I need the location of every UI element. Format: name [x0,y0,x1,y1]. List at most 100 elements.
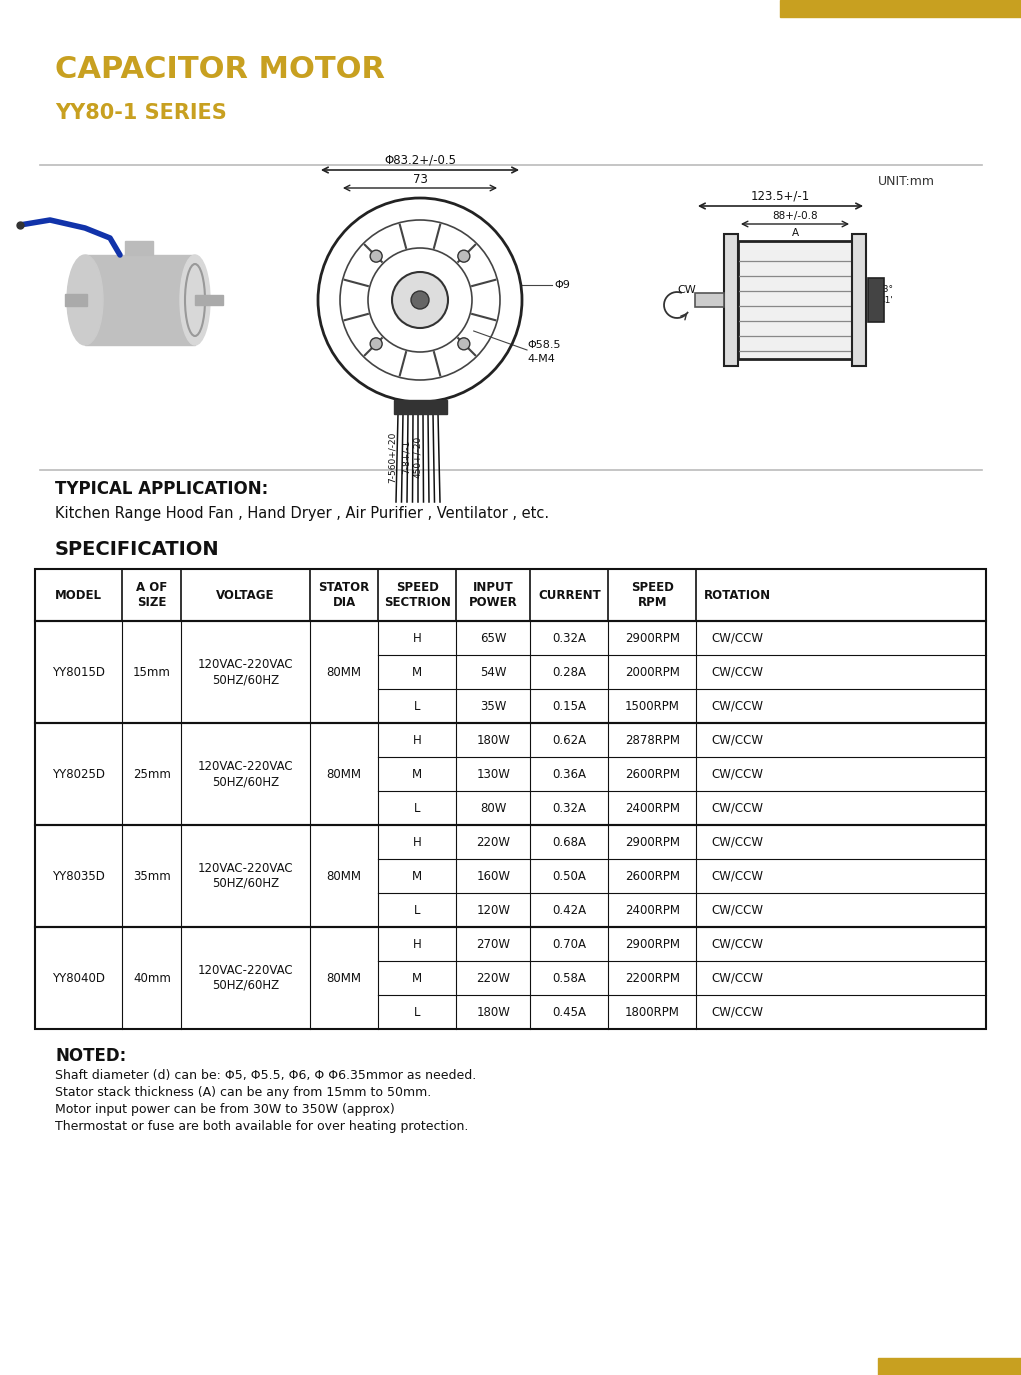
Text: 2200RPM: 2200RPM [625,972,680,984]
Circle shape [457,338,470,349]
Text: CW/CCW: CW/CCW [712,938,764,950]
Bar [125,241,153,254]
Text: Stator stack thickness (A) can be any from 15mm to 50mm.: Stator stack thickness (A) can be any fr… [55,1086,431,1099]
Text: Shaft diameter (d) can be: Φ5, Φ5.5, Φ6, Φ Φ6.35mmor as needed.: Shaft diameter (d) can be: Φ5, Φ5.5, Φ6,… [55,1068,476,1082]
Ellipse shape [180,254,210,345]
Text: 40mm: 40mm [133,972,171,984]
Text: 0.32A: 0.32A [552,802,586,814]
Text: 35W: 35W [480,700,506,712]
Text: Thermostat or fuse are both available for over heating protection.: Thermostat or fuse are both available fo… [55,1121,469,1133]
Bar [35,723,986,825]
Text: H: H [412,836,422,848]
Text: 120VAC-220VAC
50HZ/60HZ: 120VAC-220VAC 50HZ/60HZ [198,659,293,686]
Text: 2878RPM: 2878RPM [625,733,680,747]
Text: 1800RPM: 1800RPM [625,1005,680,1019]
Text: CW/CCW: CW/CCW [712,1005,764,1019]
Text: 2000RPM: 2000RPM [625,666,680,678]
Bar [35,569,986,622]
Text: 54W: 54W [480,666,506,678]
Text: YY8025D: YY8025D [52,767,105,781]
Text: VOLTAGE: VOLTAGE [216,588,275,601]
Text: 0.36A: 0.36A [552,767,586,781]
Text: YY8035D: YY8035D [52,869,105,883]
Text: M: M [412,666,423,678]
Bar [85,254,195,345]
Text: H: H [412,938,422,950]
Text: 2900RPM: 2900RPM [625,938,680,950]
Text: 0.15A: 0.15A [552,700,586,712]
Text: 0.70A: 0.70A [552,938,586,950]
Bar [852,234,866,366]
Text: SPEED
RPM: SPEED RPM [631,582,674,609]
Bar [780,0,1021,16]
Text: 180W: 180W [477,1005,510,1019]
Text: UNIT:mm: UNIT:mm [878,175,935,188]
Text: M: M [412,869,423,883]
Text: 80MM: 80MM [327,767,361,781]
Ellipse shape [67,254,103,345]
Text: 2900RPM: 2900RPM [625,836,680,848]
Text: Φ58.5: Φ58.5 [527,340,561,351]
Bar [695,293,724,307]
Text: 220W: 220W [477,836,510,848]
Text: A OF
SIZE: A OF SIZE [137,582,167,609]
Bar [35,622,986,723]
Text: CW/CCW: CW/CCW [712,631,764,645]
Text: H: H [412,733,422,747]
Text: CURRENT: CURRENT [538,588,600,601]
Text: SPEED
SECTRION: SPEED SECTRION [384,582,450,609]
Text: 80MM: 80MM [327,869,361,883]
Text: 88+/-0.8: 88+/-0.8 [772,210,818,221]
Text: ROTATION: ROTATION [704,588,771,601]
Text: Φ83.2+/-0.5: Φ83.2+/-0.5 [384,153,456,166]
Text: 0.68A: 0.68A [552,836,586,848]
Text: 80W: 80W [480,802,506,814]
Bar [65,294,87,307]
Bar [724,234,738,366]
Text: SPECIFICATION: SPECIFICATION [55,540,220,560]
Bar [878,1358,1021,1375]
Text: CW/CCW: CW/CCW [712,903,764,917]
Text: 2400RPM: 2400RPM [625,802,680,814]
Text: MODEL: MODEL [55,588,102,601]
Text: 0.62A: 0.62A [552,733,586,747]
Text: CW/CCW: CW/CCW [712,836,764,848]
Bar [195,296,223,305]
Text: 7-8+/-1: 7-8+/-1 [401,440,410,474]
Text: 180W: 180W [477,733,510,747]
Text: 0.58A: 0.58A [552,972,586,984]
Text: 0.32A: 0.32A [552,631,586,645]
Text: 4-M4: 4-M4 [527,353,554,364]
Bar [738,241,853,359]
Text: 120VAC-220VAC
50HZ/60HZ: 120VAC-220VAC 50HZ/60HZ [198,862,293,890]
Text: Motor input power can be from 30W to 350W (approx): Motor input power can be from 30W to 350… [55,1103,395,1116]
Text: 2900RPM: 2900RPM [625,631,680,645]
Text: CW/CCW: CW/CCW [712,802,764,814]
Text: 2600RPM: 2600RPM [625,869,680,883]
Circle shape [457,250,470,263]
Text: 7-560+/-20: 7-560+/-20 [388,432,396,483]
Circle shape [392,272,448,329]
Text: NOTED:: NOTED: [55,1046,127,1066]
Text: 1500RPM: 1500RPM [625,700,680,712]
Text: 73: 73 [412,173,428,186]
Text: STATOR
DIA: STATOR DIA [319,582,370,609]
Text: 0.42A: 0.42A [552,903,586,917]
Text: 35mm: 35mm [133,869,171,883]
Bar [868,278,884,322]
Text: YY80-1 SERIES: YY80-1 SERIES [55,103,227,122]
Text: 123.5+/-1: 123.5+/-1 [750,188,810,202]
Text: CW/CCW: CW/CCW [712,972,764,984]
Text: 270W: 270W [477,938,510,950]
Text: 120VAC-220VAC
50HZ/60HZ: 120VAC-220VAC 50HZ/60HZ [198,760,293,788]
Text: 0.50A: 0.50A [552,869,586,883]
Text: TYPICAL APPLICATION:: TYPICAL APPLICATION: [55,480,269,498]
Circle shape [411,292,429,309]
Text: YY8015D: YY8015D [52,666,105,678]
Text: CW/CCW: CW/CCW [712,767,764,781]
Text: CW/CCW: CW/CCW [712,700,764,712]
Text: CW/CCW: CW/CCW [712,666,764,678]
Text: 160W: 160W [477,869,510,883]
Text: A: A [791,228,798,238]
Text: 0.45A: 0.45A [552,1005,586,1019]
